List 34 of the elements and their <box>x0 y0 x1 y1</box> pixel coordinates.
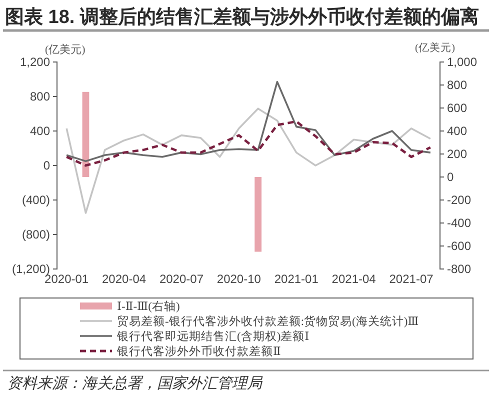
legend-label: Ⅰ-Ⅱ-Ⅲ(右轴) <box>117 300 180 314</box>
text: 资料来源：海关总署，国家外汇管理局 <box>7 375 263 392</box>
line-series <box>66 80 432 162</box>
y-tick-label: (800) <box>22 227 50 242</box>
x-tick-label: 2021-04 <box>332 272 376 286</box>
y2-tick-label: 800 <box>447 78 468 92</box>
y2-tick-label: 600 <box>447 100 468 115</box>
y2-tick-label: -800 <box>447 262 472 276</box>
y-tick-label: 1,200 <box>20 54 50 69</box>
x-tick-label: 2020-04 <box>102 272 146 286</box>
x-tick-label: 2021-01 <box>274 272 319 286</box>
y-tick-label: 0 <box>43 158 50 172</box>
x-tick-label: 2020-07 <box>159 272 204 286</box>
y2-tick-label: -200 <box>447 192 472 207</box>
x-tick-label: 2020-10 <box>216 272 262 286</box>
y-tick-label: (400) <box>22 192 50 207</box>
line-series <box>66 108 432 214</box>
y-tick-label: (1,200) <box>12 262 50 276</box>
x-tick-label: 2021-07 <box>389 272 434 286</box>
legend-label: 银行代客即远期结售汇(含期权)差额Ⅰ <box>116 329 310 344</box>
y2-tick-label: 1,000 <box>447 54 478 69</box>
y-tick-label: 800 <box>30 89 50 104</box>
line-series <box>65 120 432 167</box>
y2-tick-label: 0 <box>447 170 454 184</box>
y-tick-label: 400 <box>30 124 50 138</box>
y-axis-title: (亿美元) <box>45 43 86 56</box>
y2-axis-title: (亿美元) <box>415 41 456 54</box>
legend-label: 贸易差额-银行代客涉外收付款差额:货物贸易(海关统计)Ⅲ <box>117 314 419 328</box>
legend-label: 银行代客涉外外币收付款差额Ⅱ <box>116 344 281 358</box>
y2-tick-label: 200 <box>447 146 468 161</box>
y2-tick-label: -600 <box>447 238 472 253</box>
chart-title: 图表 18. 调整后的结售汇差额与涉外外币收付差额的偏离 <box>5 6 479 28</box>
y2-tick-label: -400 <box>447 216 472 230</box>
y2-tick-label: 400 <box>447 124 468 138</box>
